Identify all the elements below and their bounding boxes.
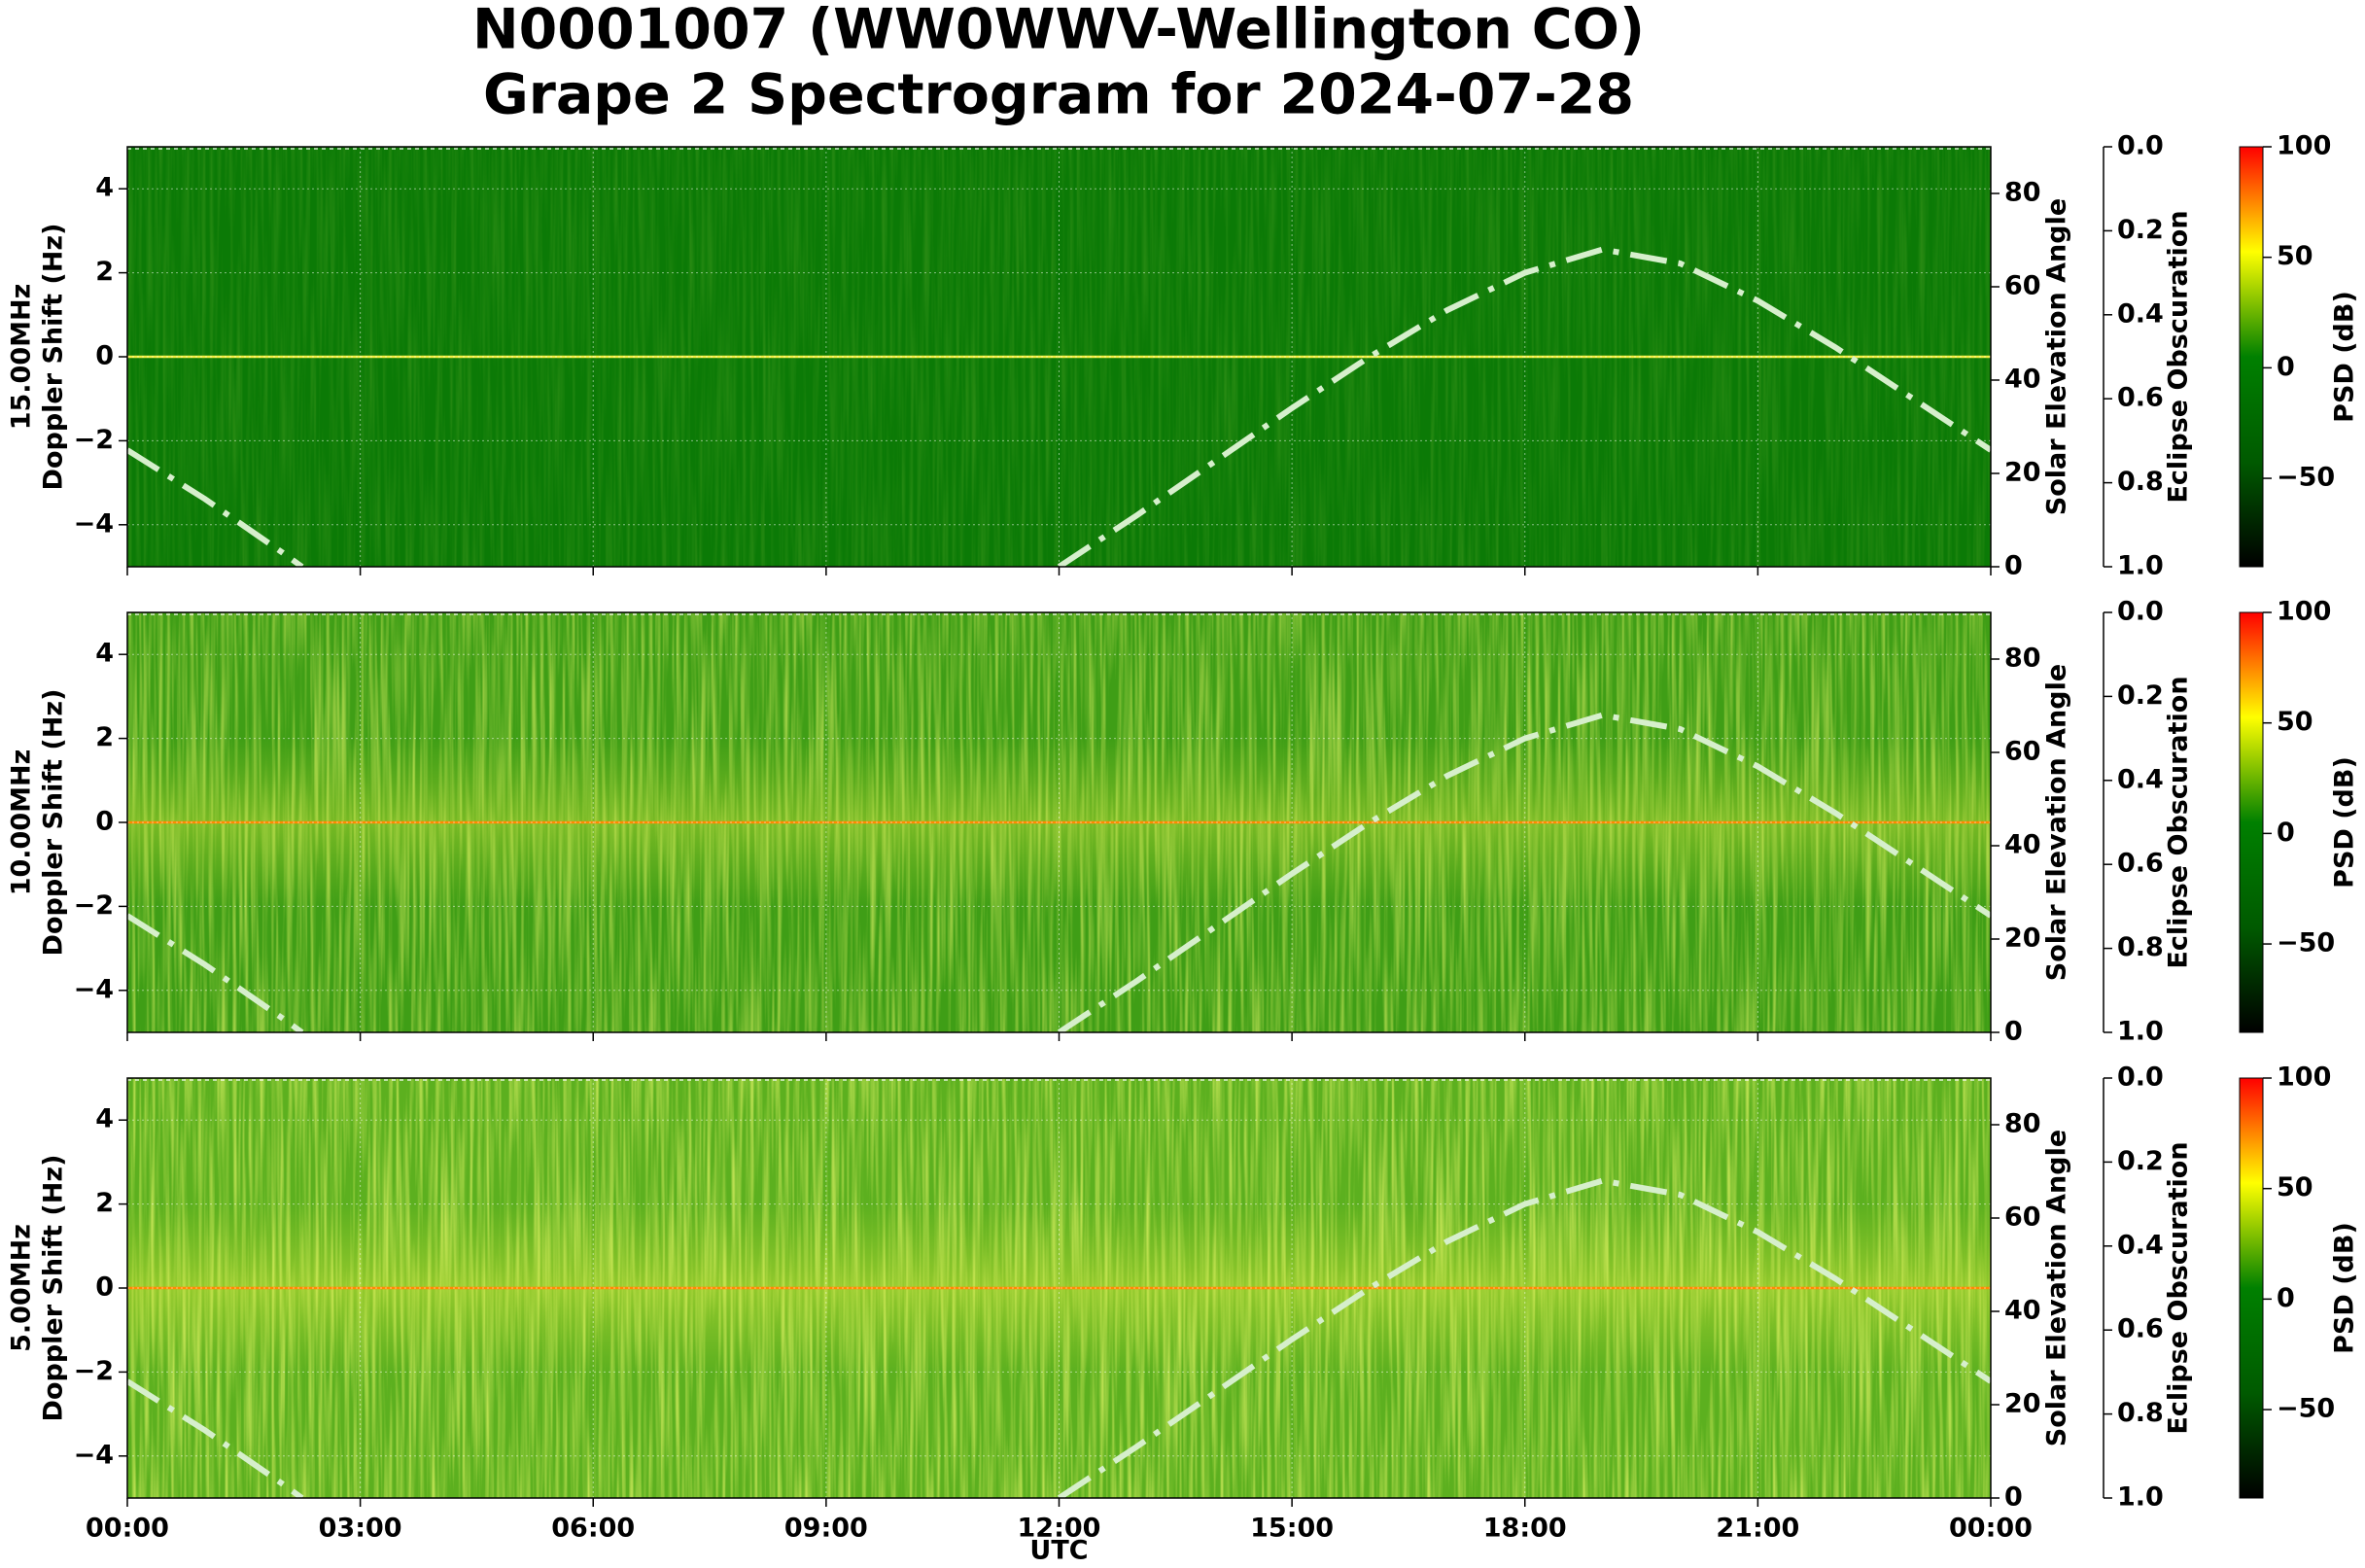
y3-tick-label: 0.6: [2117, 849, 2164, 879]
colorbar-tick-label: 100: [2277, 131, 2331, 161]
chart-title: N0001007 (WW0WWV-Wellington CO): [472, 0, 1645, 62]
solar-elevation-line: [127, 1177, 1991, 1498]
y-tick-label: 0: [95, 1272, 114, 1303]
colorbar-label: PSD (dB): [2330, 1222, 2360, 1354]
colorbar: [2239, 611, 2264, 1033]
y3-tick-label: 0.6: [2117, 1314, 2164, 1344]
y3-tick-label: 0.4: [2117, 764, 2164, 794]
x-tick-label: 06:00: [551, 1514, 635, 1544]
colorbar-tick-label: 50: [2277, 241, 2313, 271]
y3-tick-label: 0.6: [2117, 383, 2164, 413]
y-tick-label: 4: [95, 639, 114, 669]
y2-tick-label: 80: [2004, 178, 2041, 208]
y-tick-label: 2: [95, 257, 114, 287]
x-tick-label: 21:00: [1716, 1514, 1799, 1544]
y3-axis-label: Eclipse Obscuration: [2164, 1141, 2194, 1434]
y-tick-label: −2: [74, 1356, 114, 1386]
colorbar-tick-label: 0: [2277, 818, 2295, 848]
y-tick-label: 2: [95, 1188, 114, 1218]
y3-tick-label: 1.0: [2117, 1017, 2164, 1047]
y3-tick-label: 0.2: [2117, 680, 2164, 711]
y3-tick-label: 0.2: [2117, 215, 2164, 245]
x-tick-label: 09:00: [784, 1514, 868, 1544]
x-tick-label: 00:00: [1949, 1514, 2033, 1544]
y2-tick-label: 80: [2004, 644, 2041, 674]
x-tick-label: 00:00: [86, 1514, 169, 1544]
y2-tick-label: 60: [2004, 271, 2041, 301]
y3-tick-label: 0.4: [2117, 1230, 2164, 1260]
plot-frame: [126, 146, 1992, 568]
colorbar: [2239, 1077, 2264, 1499]
x-axis-label: UTC: [1029, 1536, 1088, 1566]
y3-tick-label: 0.8: [2117, 1398, 2164, 1428]
y2-tick-label: 40: [2004, 365, 2041, 395]
y2-tick-label: 0: [2004, 1482, 2023, 1513]
x-tick-label: 03:00: [319, 1514, 402, 1544]
y-tick-label: 0: [95, 341, 114, 371]
frequency-label: 10.00MHz: [7, 749, 37, 896]
y3-tick-label: 0.0: [2117, 131, 2164, 161]
y-axis-label: Doppler Shift (Hz): [39, 689, 69, 957]
y3-tick-label: 1.0: [2117, 551, 2164, 581]
y3-tick-label: 0.8: [2117, 467, 2164, 497]
y2-tick-label: 0: [2004, 1017, 2023, 1047]
y2-axis-label: Solar Elevation Angle: [2042, 1130, 2072, 1446]
y3-tick-label: 0.2: [2117, 1146, 2164, 1176]
y-tick-label: −2: [74, 890, 114, 921]
y-tick-label: −4: [74, 974, 114, 1004]
colorbar-tick-label: −50: [2277, 928, 2335, 958]
y-axis-label: Doppler Shift (Hz): [39, 1155, 69, 1422]
colorbar-tick-label: 0: [2277, 1283, 2295, 1313]
y3-axis-label: Eclipse Obscuration: [2164, 210, 2194, 503]
frequency-label: 5.00MHz: [7, 1224, 37, 1352]
colorbar: [2239, 146, 2264, 568]
colorbar-tick-label: −50: [2277, 463, 2335, 493]
y2-tick-label: 60: [2004, 1202, 2041, 1233]
colorbar-tick-label: −50: [2277, 1394, 2335, 1424]
y2-tick-label: 20: [2004, 1389, 2041, 1419]
y3-tick-label: 0.0: [2117, 597, 2164, 627]
y-tick-label: −4: [74, 1440, 114, 1470]
colorbar-label: PSD (dB): [2330, 756, 2360, 889]
frequency-label: 15.00MHz: [7, 284, 37, 431]
y2-tick-label: 40: [2004, 1296, 2041, 1326]
y2-tick-label: 40: [2004, 830, 2041, 860]
y-tick-label: −4: [74, 508, 114, 539]
y-tick-label: 0: [95, 807, 114, 837]
y3-tick-label: 0.0: [2117, 1063, 2164, 1093]
y3-tick-label: 1.0: [2117, 1482, 2164, 1513]
colorbar-tick-label: 50: [2277, 1172, 2313, 1202]
colorbar-tick-label: 100: [2277, 597, 2331, 627]
y-tick-label: −2: [74, 425, 114, 455]
y-tick-label: 4: [95, 1104, 114, 1134]
plot-frame: [126, 1077, 1992, 1499]
solar-elevation-line: [127, 712, 1991, 1032]
y2-tick-label: 20: [2004, 923, 2041, 954]
x-tick-label: 18:00: [1483, 1514, 1567, 1544]
chart-title: Grape 2 Spectrogram for 2024-07-28: [483, 63, 1634, 127]
x-tick-label: 12:00: [1018, 1514, 1101, 1544]
y2-axis-label: Solar Elevation Angle: [2042, 664, 2072, 981]
x-tick-label: 15:00: [1250, 1514, 1334, 1544]
colorbar-tick-label: 100: [2277, 1063, 2331, 1093]
colorbar-label: PSD (dB): [2330, 291, 2360, 423]
y-tick-label: 4: [95, 173, 114, 203]
y3-tick-label: 0.8: [2117, 932, 2164, 962]
y2-tick-label: 0: [2004, 551, 2023, 581]
plot-frame: [126, 611, 1992, 1033]
solar-elevation-line: [127, 246, 1991, 567]
y2-tick-label: 80: [2004, 1109, 2041, 1139]
y3-tick-label: 0.4: [2117, 298, 2164, 329]
y2-tick-label: 20: [2004, 458, 2041, 488]
y2-axis-label: Solar Elevation Angle: [2042, 198, 2072, 515]
colorbar-tick-label: 50: [2277, 707, 2313, 737]
y-axis-label: Doppler Shift (Hz): [39, 224, 69, 491]
colorbar-tick-label: 0: [2277, 352, 2295, 382]
y-tick-label: 2: [95, 722, 114, 752]
y2-tick-label: 60: [2004, 737, 2041, 767]
y3-axis-label: Eclipse Obscuration: [2164, 676, 2194, 968]
